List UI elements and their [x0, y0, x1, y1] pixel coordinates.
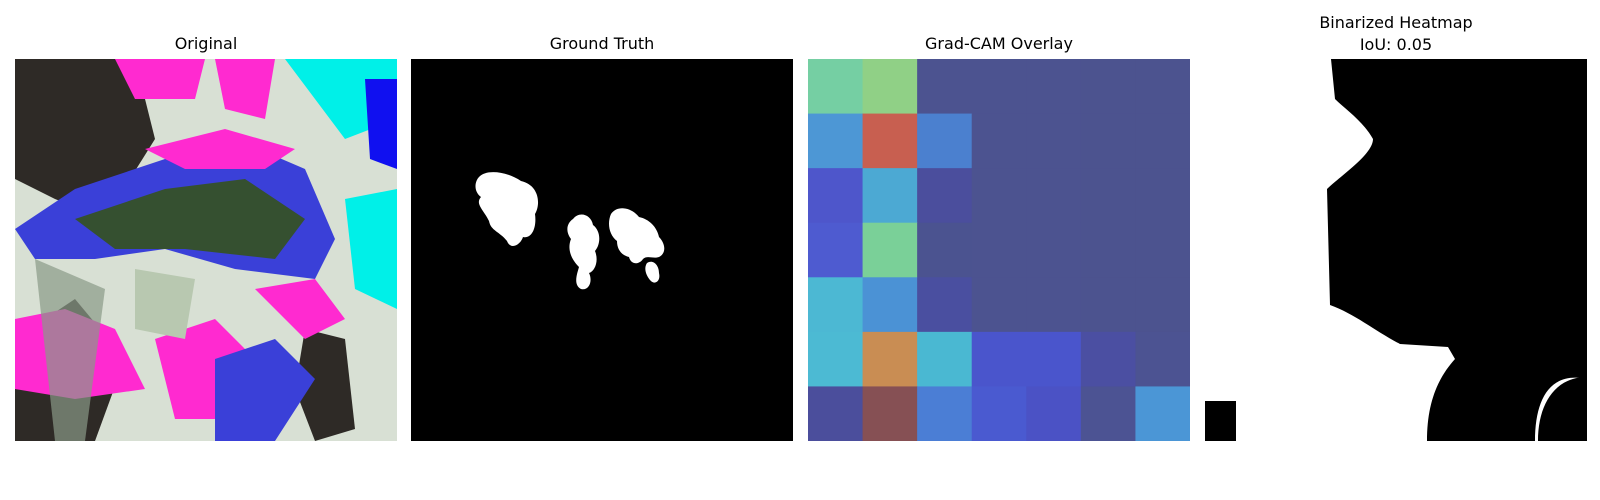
- gradcam-cell: [1135, 59, 1190, 115]
- gradcam-cell: [808, 59, 864, 115]
- gradcam-cell: [1080, 222, 1137, 278]
- ground-truth-mask: [411, 59, 793, 441]
- panel-title-gradcam-overlay: Grad-CAM Overlay: [925, 34, 1073, 53]
- gradcam-cell: [862, 168, 918, 224]
- gradcam-cell: [1135, 386, 1190, 441]
- gradcam-cell: [1080, 386, 1137, 441]
- gradcam-cell: [1026, 59, 1082, 115]
- gradcam-cell: [971, 59, 1027, 115]
- gradcam-cell: [917, 386, 973, 441]
- panel-title-binarized-heatmap: Binarized Heatmap: [1319, 13, 1473, 32]
- gradcam-cell: [917, 331, 973, 388]
- panel-subtitle-iou: IoU: 0.05: [1359, 35, 1433, 54]
- gradcam-cell: [808, 222, 864, 278]
- gradcam-cell: [862, 59, 918, 115]
- gradcam-cell: [917, 222, 973, 278]
- gradcam-cell: [971, 386, 1027, 441]
- gradcam-cell: [862, 386, 918, 441]
- gradcam-cell: [1026, 277, 1082, 333]
- gradcam-cell: [1080, 168, 1137, 224]
- gradcam-cell: [808, 168, 864, 224]
- gradcam-cell: [1135, 277, 1190, 333]
- gradcam-cell: [1026, 222, 1082, 278]
- panel-title-original: Original: [174, 34, 238, 53]
- gradcam-cell: [917, 59, 973, 115]
- gradcam-cell: [808, 331, 864, 388]
- gradcam-cell: [862, 277, 918, 333]
- gradcam-cell: [862, 331, 918, 388]
- gradcam-cell: [1080, 277, 1137, 333]
- gradcam-cell: [917, 168, 973, 224]
- gradcam-cell: [1135, 222, 1190, 278]
- panel-title-ground-truth: Ground Truth: [549, 34, 655, 53]
- gradcam-cell: [971, 113, 1027, 169]
- gradcam-cell: [1135, 168, 1190, 224]
- gradcam-cell: [808, 277, 864, 333]
- gradcam-cell: [971, 222, 1027, 278]
- gradcam-cell: [1135, 113, 1190, 169]
- gradcam-cell: [808, 113, 864, 169]
- gradcam-cell: [1026, 331, 1082, 388]
- gradcam-cell: [917, 113, 973, 169]
- gradcam-cell: [1135, 331, 1190, 388]
- gradcam-cell: [971, 331, 1027, 388]
- binarized-heatmap: [1205, 59, 1587, 441]
- gradcam-cell: [1080, 113, 1137, 169]
- original-image: [15, 59, 397, 441]
- gradcam-cell: [917, 277, 973, 333]
- gradcam-cell: [808, 386, 864, 441]
- gradcam-cell: [971, 168, 1027, 224]
- gradcam-cell: [1026, 113, 1082, 169]
- gradcam-cell: [1080, 331, 1137, 388]
- gradcam-cell: [1026, 386, 1082, 441]
- gradcam-cell: [971, 277, 1027, 333]
- gradcam-cell: [862, 222, 918, 278]
- gradcam-cell: [1026, 168, 1082, 224]
- gradcam-overlay: [808, 59, 1190, 441]
- gradcam-cell: [862, 113, 918, 169]
- gradcam-cell: [1080, 59, 1137, 115]
- gradcam-grid: [808, 59, 1190, 441]
